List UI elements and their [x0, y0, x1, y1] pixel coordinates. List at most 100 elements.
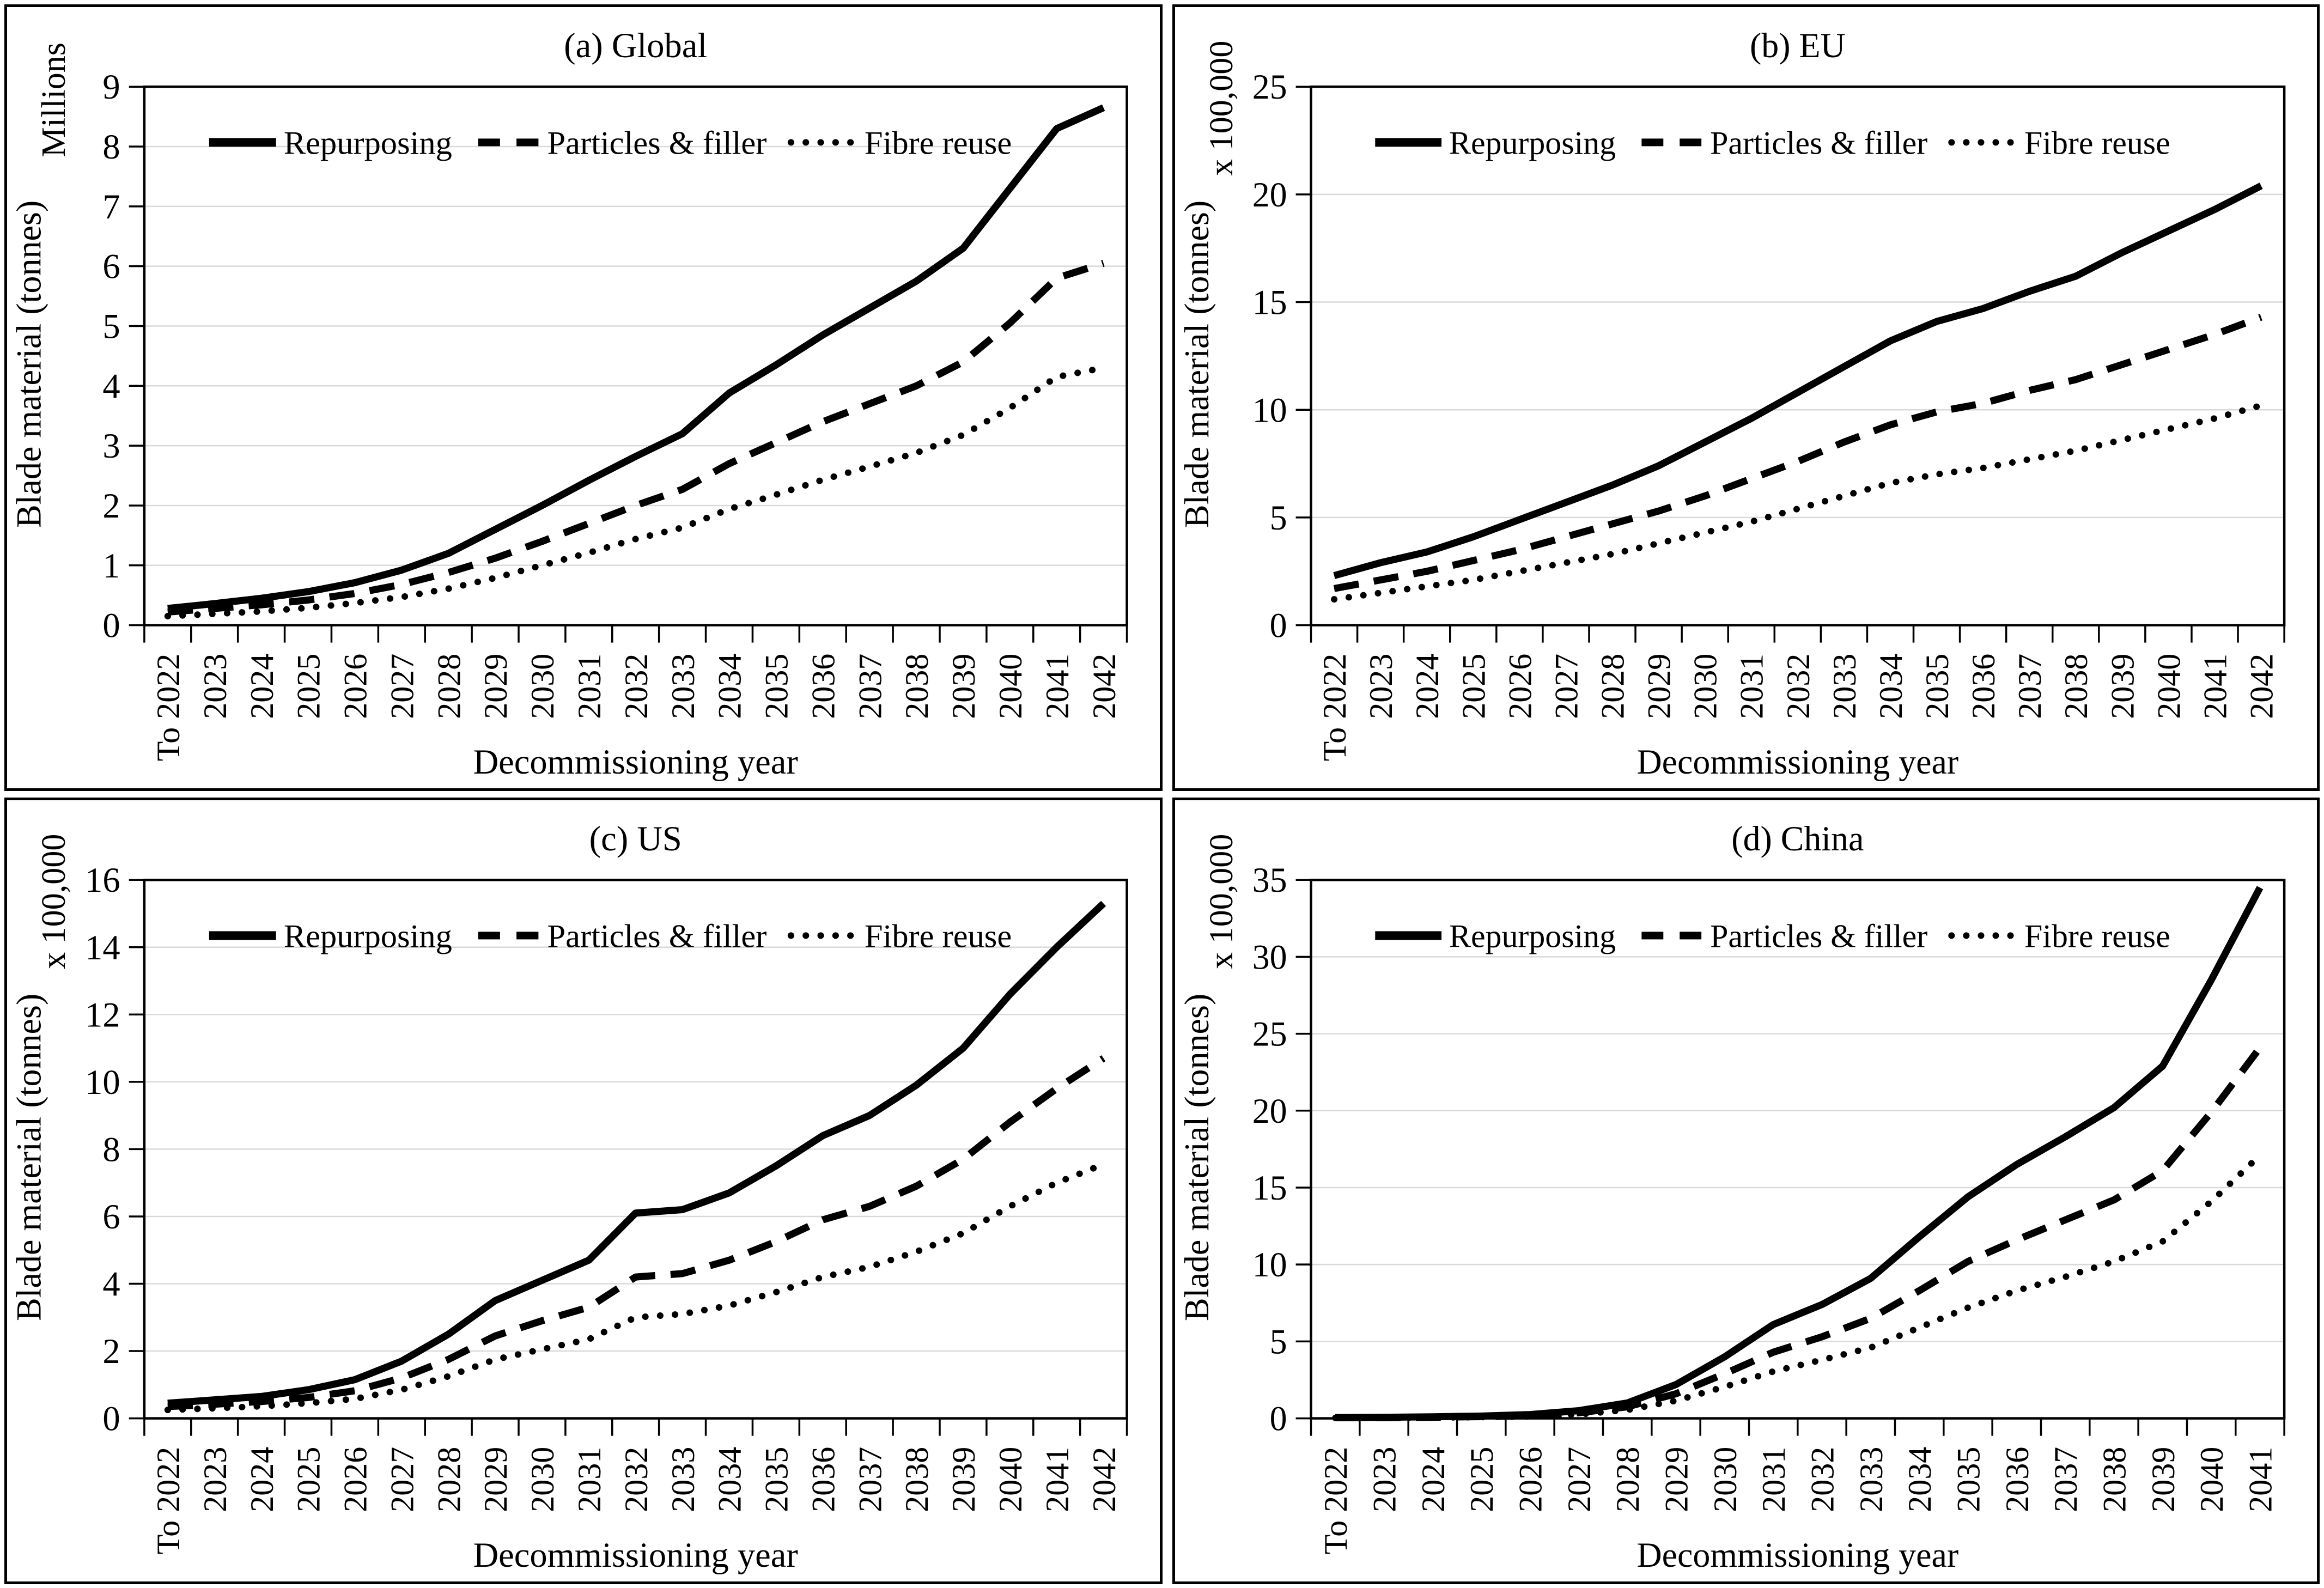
- y-unit-label: x 100,000: [1203, 834, 1240, 969]
- x-tick-label: 2040: [2151, 654, 2187, 719]
- x-tick-label: 2030: [525, 654, 561, 719]
- y-tick-label: 6: [102, 1197, 120, 1236]
- x-tick-label: 2027: [1561, 1447, 1597, 1512]
- series-line-dashed: [1333, 314, 2262, 592]
- legend-label: Repurposing: [1449, 125, 1616, 161]
- x-tick-label: 2031: [571, 1447, 608, 1512]
- x-tick-label: To 2022: [1318, 1447, 1354, 1555]
- x-tick-label: 2029: [1641, 654, 1677, 719]
- x-tick-label: 2034: [711, 1447, 748, 1512]
- x-tick-label: 2029: [478, 654, 514, 719]
- x-tick-label: 2026: [337, 1447, 374, 1512]
- panel-global: 0 1 2 3 4 5 6 7 8 9 To 2022 2023 2024 2025 2026 2027 202…: [4, 4, 1163, 791]
- y-tick-label: 7: [102, 187, 120, 226]
- x-tick-label: 2031: [1734, 654, 1770, 719]
- x-tick-label: 2029: [478, 1447, 514, 1512]
- x-tick-label: 2030: [525, 1447, 561, 1512]
- x-tick-label: 2025: [291, 1447, 327, 1512]
- y-tick-label: 12: [85, 996, 120, 1035]
- x-tick-label: 2025: [1464, 1447, 1500, 1512]
- x-tick-label: 2033: [665, 1447, 702, 1512]
- legend-label: Repurposing: [1449, 918, 1616, 954]
- chart-title: (c) US: [589, 819, 682, 858]
- chart-title: (d) China: [1731, 819, 1864, 858]
- plot-frame: [143, 85, 1128, 626]
- x-axis-title: Decommissioning year: [1637, 743, 1959, 781]
- x-axis-title: Decommissioning year: [473, 743, 798, 781]
- y-tick-label: 0: [1270, 1400, 1287, 1438]
- y-tick-label: 25: [1252, 68, 1287, 106]
- y-tick-label: 20: [1252, 1092, 1287, 1130]
- x-tick-label: 2024: [244, 1447, 281, 1512]
- x-tick-label: 2034: [711, 654, 748, 719]
- plot-frame: [1310, 878, 2286, 1420]
- series-line-solid: [167, 104, 1105, 612]
- chart-2: 0 2 4 6 8 10 12 14 16 To 2022 2023 2024 2025 2026 2027…: [9, 819, 1128, 1574]
- y-tick-label: 30: [1252, 938, 1287, 976]
- series-line-dotted: [1331, 402, 2265, 603]
- y-axis-title: Blade material (tonnes): [9, 200, 48, 528]
- x-tick-label: 2040: [993, 654, 1029, 719]
- x-tick-label: 2037: [2012, 654, 2048, 719]
- legend-label: Fibre reuse: [865, 918, 1012, 955]
- x-tick-label: 2033: [1827, 654, 1863, 719]
- x-tick-label: To 2022: [150, 654, 187, 762]
- x-tick-label: 2026: [1502, 654, 1538, 719]
- x-tick-label: 2027: [1548, 654, 1584, 719]
- y-tick-label: 10: [1252, 1245, 1287, 1284]
- series-line-solid: [1335, 886, 2264, 1421]
- y-tick-label: 5: [1270, 1322, 1287, 1361]
- chart-title: (a) Global: [564, 26, 707, 65]
- x-tick-label: 2039: [946, 654, 982, 719]
- series-line-dotted: [1332, 1152, 2264, 1421]
- x-tick-label: 2029: [1659, 1447, 1695, 1512]
- x-tick-label: 2032: [618, 654, 655, 719]
- y-unit-label: x 100,000: [35, 834, 72, 969]
- x-tick-label: 2023: [197, 1447, 234, 1512]
- y-tick-label: 1: [102, 546, 120, 585]
- panel-china: 0 5 10 15 20 25 30 35 To 2022 2023 2024 2025 2026 202…: [1172, 798, 2320, 1584]
- series-line-dotted: [164, 364, 1107, 620]
- x-tick-label: 2031: [1756, 1447, 1792, 1512]
- y-tick-label: 15: [1252, 1169, 1287, 1207]
- y-unit-label: Millions: [35, 42, 72, 157]
- x-tick-label: 2034: [1902, 1447, 1938, 1512]
- y-axis-title: Blade material (tonnes): [1177, 994, 1216, 1321]
- x-tick-label: 2038: [899, 1447, 935, 1512]
- x-tick-label: 2033: [665, 654, 702, 719]
- x-tick-label: 2028: [1595, 654, 1631, 719]
- x-tick-label: 2028: [431, 654, 467, 719]
- x-tick-label: 2023: [197, 654, 234, 719]
- x-tick-label: 2035: [1951, 1447, 1987, 1512]
- x-tick-label: 2038: [899, 654, 935, 719]
- chart-0: 0 1 2 3 4 5 6 7 8 9 To 2022 2023 2024 2025 2026 2027 202…: [9, 26, 1128, 781]
- x-tick-label: 2042: [1086, 654, 1123, 719]
- x-tick-label: 2037: [852, 1447, 889, 1512]
- y-tick-label: 2: [102, 1332, 120, 1371]
- y-tick-label: 6: [102, 247, 120, 286]
- y-axis-title: Blade material (tonnes): [9, 994, 48, 1321]
- y-tick-label: 14: [85, 928, 120, 967]
- x-tick-label: 2042: [1086, 1447, 1123, 1512]
- x-tick-label: 2028: [1610, 1447, 1646, 1512]
- x-tick-label: 2039: [2145, 1447, 2181, 1512]
- x-tick-label: 2041: [1039, 1447, 1076, 1512]
- x-tick-label: 2040: [2194, 1447, 2230, 1512]
- y-tick-label: 15: [1252, 283, 1287, 321]
- x-tick-label: 2030: [1688, 654, 1724, 719]
- x-tick-label: 2036: [1999, 1447, 2035, 1512]
- x-tick-label: 2026: [337, 654, 374, 719]
- y-tick-label: 25: [1252, 1015, 1287, 1054]
- y-tick-label: 0: [102, 606, 120, 645]
- y-tick-label: 35: [1252, 861, 1287, 899]
- y-tick-label: 0: [102, 1400, 120, 1438]
- y-tick-label: 8: [102, 1130, 120, 1169]
- x-tick-label: 2030: [1707, 1447, 1743, 1512]
- x-tick-label: 2025: [291, 654, 327, 719]
- x-tick-label: 2041: [1039, 654, 1076, 719]
- x-tick-label: 2024: [1409, 654, 1445, 719]
- legend-label: Particles & filler: [547, 918, 766, 955]
- x-tick-label: 2025: [1456, 654, 1492, 719]
